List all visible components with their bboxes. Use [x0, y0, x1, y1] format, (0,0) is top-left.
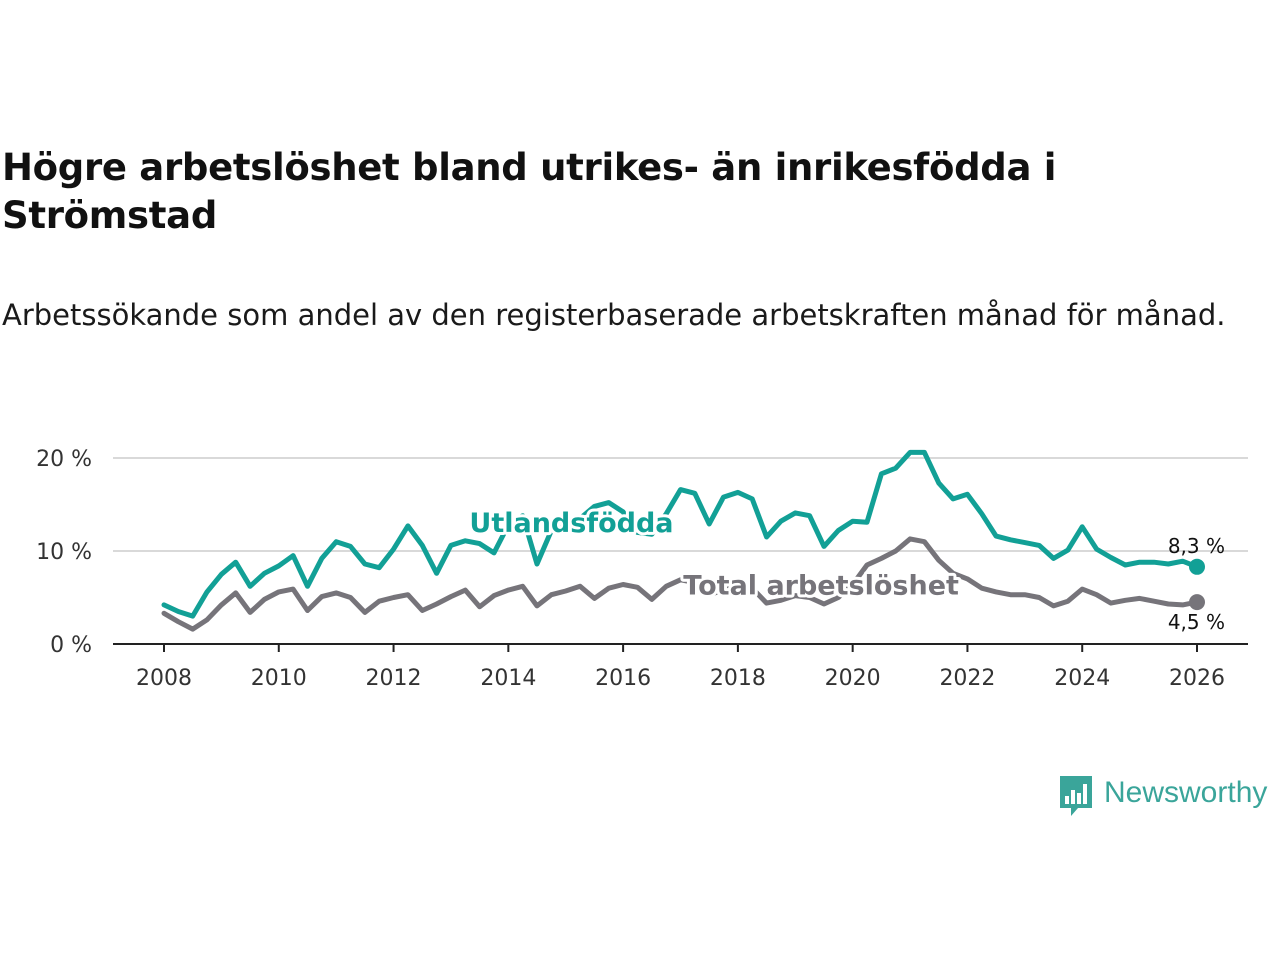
x-tick-label: 2024 — [1054, 666, 1110, 691]
series-line-total-arbetslöshet — [161, 536, 1200, 632]
chart-title: Högre arbetslöshet bland utrikes- än inr… — [2, 146, 1057, 237]
newsworthy-logo-icon — [1060, 776, 1092, 816]
x-tick-label: 2016 — [595, 666, 651, 691]
y-tick-label: 0 % — [50, 633, 92, 658]
y-axis-tick-labels: 0 % 10 % 20 % — [36, 447, 92, 658]
series-label-utlandsfödda: Utlandsfödda — [469, 508, 673, 539]
series-line-utlandsfödda — [161, 449, 1200, 619]
x-tick-label: 2014 — [480, 666, 536, 691]
x-tick-label: 2022 — [939, 666, 995, 691]
end-markers: 4,5 % 8,3 % — [1168, 534, 1225, 634]
y-gridlines — [113, 457, 1248, 552]
end-marker — [1189, 558, 1205, 575]
brand-logo: Newsworthy — [1058, 774, 1267, 818]
x-tick-label: 2018 — [710, 666, 766, 691]
x-tick-label: 2012 — [366, 666, 422, 691]
x-axis: 2008 2010 2012 2014 2016 2018 2020 2022 2024 2026 — [113, 643, 1248, 691]
end-value-label: 4,5 % — [1168, 610, 1225, 634]
series-lines — [161, 449, 1200, 632]
end-value-label: 8,3 % — [1168, 534, 1225, 558]
x-tick-label: 2010 — [251, 666, 307, 691]
x-tick-label: 2026 — [1169, 666, 1225, 691]
y-tick-label: 10 % — [36, 540, 92, 565]
series-label-total-arbetslöshet: Total arbetslöshet — [683, 570, 959, 601]
chart-subtitle: Arbetssökande som andel av den registerb… — [2, 298, 1226, 332]
x-tick-label: 2008 — [136, 666, 192, 691]
x-tick-label: 2020 — [825, 666, 881, 691]
y-tick-label: 20 % — [36, 447, 92, 472]
brand-name: Newsworthy — [1104, 776, 1268, 809]
end-marker — [1189, 594, 1205, 611]
series-labels: Utlandsfödda Total arbetslöshet — [466, 505, 962, 604]
